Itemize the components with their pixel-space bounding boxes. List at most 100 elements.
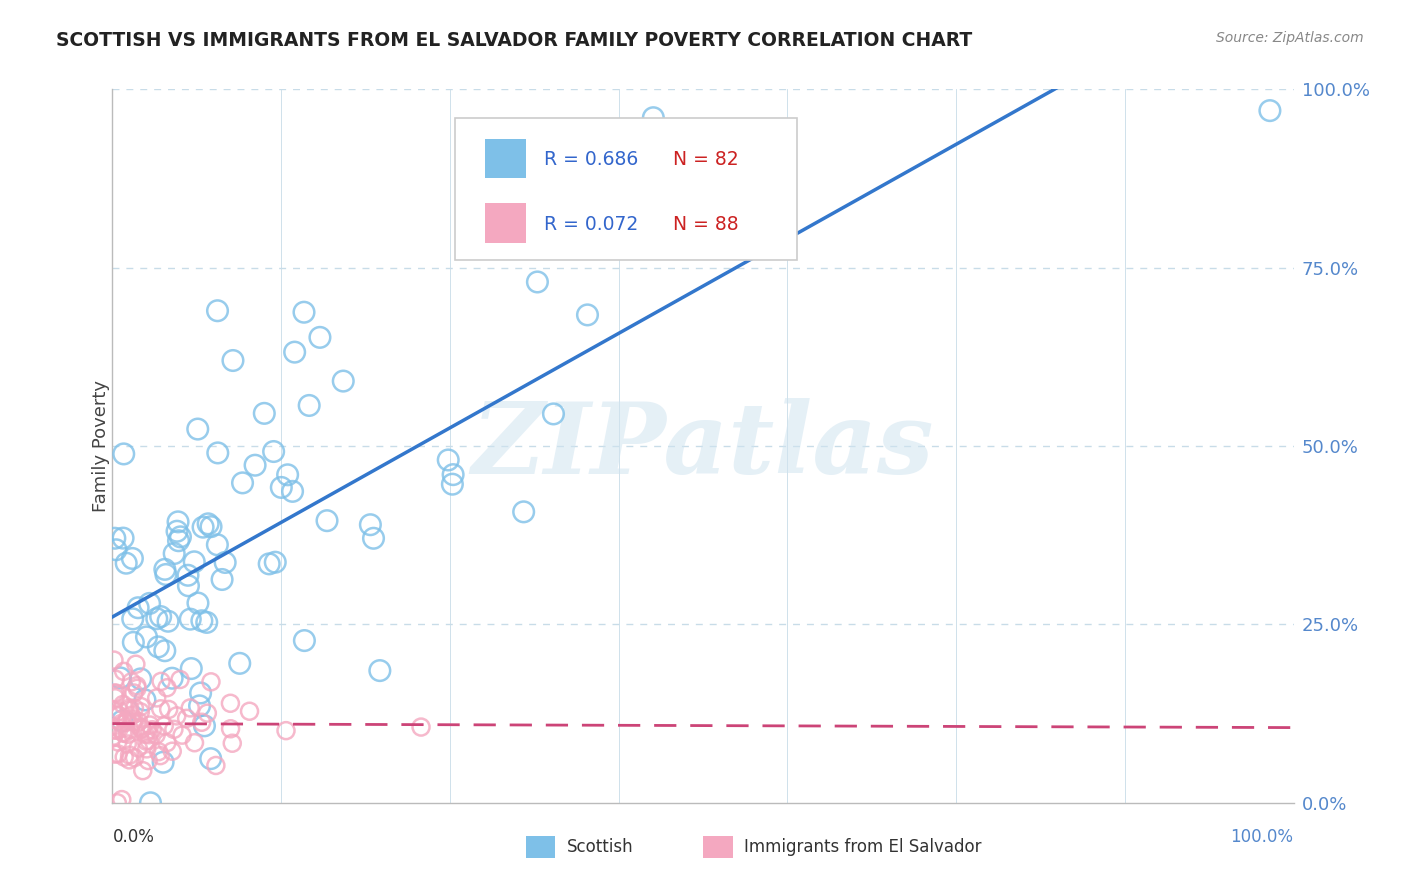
Point bbox=[543, 407, 565, 421]
Point bbox=[193, 719, 215, 733]
Point bbox=[118, 748, 141, 763]
Point bbox=[138, 733, 160, 747]
Point bbox=[111, 714, 134, 728]
Point bbox=[121, 551, 143, 566]
Point bbox=[132, 764, 155, 778]
Text: 100.0%: 100.0% bbox=[1230, 828, 1294, 846]
Point bbox=[183, 736, 205, 750]
Point bbox=[141, 723, 163, 737]
Point bbox=[115, 713, 138, 727]
Point bbox=[104, 672, 127, 686]
Point bbox=[153, 719, 176, 733]
Point bbox=[118, 723, 141, 737]
Point bbox=[441, 477, 464, 491]
Point bbox=[118, 701, 141, 715]
Point bbox=[125, 657, 148, 672]
Point bbox=[643, 111, 665, 125]
Point bbox=[229, 657, 252, 671]
Point bbox=[148, 640, 170, 654]
Point bbox=[112, 531, 135, 545]
Text: Scottish: Scottish bbox=[567, 838, 634, 856]
Point bbox=[177, 579, 200, 593]
Point bbox=[166, 709, 188, 723]
Bar bbox=[526, 836, 555, 858]
Point bbox=[112, 750, 135, 764]
Point bbox=[149, 609, 172, 624]
Point bbox=[118, 753, 141, 767]
Point bbox=[207, 303, 229, 318]
Point bbox=[188, 698, 211, 713]
Point bbox=[309, 330, 332, 344]
Point bbox=[359, 517, 381, 532]
Point bbox=[163, 547, 186, 561]
Point bbox=[274, 723, 297, 738]
Point bbox=[257, 557, 280, 571]
Text: 0.0%: 0.0% bbox=[112, 828, 155, 846]
Point bbox=[157, 702, 180, 716]
Point bbox=[195, 706, 218, 720]
Point bbox=[107, 735, 129, 749]
Text: N = 82: N = 82 bbox=[673, 150, 740, 169]
Point bbox=[131, 722, 153, 736]
Point bbox=[298, 399, 321, 413]
Point bbox=[281, 484, 304, 499]
Point bbox=[211, 573, 233, 587]
Point bbox=[277, 467, 299, 482]
Text: ZIPatlas: ZIPatlas bbox=[472, 398, 934, 494]
Point bbox=[104, 747, 127, 761]
Point bbox=[117, 737, 139, 751]
Point bbox=[190, 686, 212, 700]
Point bbox=[526, 275, 548, 289]
Point bbox=[138, 728, 160, 742]
Point bbox=[136, 723, 159, 738]
Point bbox=[105, 542, 128, 557]
Point bbox=[127, 600, 149, 615]
Point bbox=[112, 665, 135, 679]
Point bbox=[232, 475, 254, 490]
Point bbox=[104, 690, 127, 705]
Point bbox=[146, 612, 169, 626]
Point bbox=[107, 747, 129, 761]
Bar bbox=[703, 836, 733, 858]
Text: Source: ZipAtlas.com: Source: ZipAtlas.com bbox=[1216, 31, 1364, 45]
Point bbox=[200, 752, 222, 766]
Point bbox=[221, 736, 243, 750]
Point bbox=[187, 422, 209, 436]
Point bbox=[195, 615, 218, 630]
Point bbox=[128, 714, 150, 729]
Point bbox=[169, 673, 191, 687]
Point bbox=[135, 742, 157, 756]
Point bbox=[253, 406, 276, 420]
Point bbox=[152, 756, 174, 770]
Point bbox=[409, 720, 432, 734]
Point bbox=[191, 614, 214, 628]
Point bbox=[150, 674, 173, 689]
Point bbox=[148, 745, 170, 759]
Point bbox=[118, 703, 141, 717]
Point bbox=[332, 374, 354, 388]
Point bbox=[110, 716, 132, 731]
Text: Immigrants from El Salvador: Immigrants from El Salvador bbox=[744, 838, 981, 856]
Point bbox=[153, 644, 176, 658]
Point bbox=[108, 708, 131, 723]
Point bbox=[135, 630, 157, 644]
Point bbox=[139, 718, 162, 732]
Point bbox=[124, 750, 146, 764]
Point bbox=[136, 754, 159, 768]
Point bbox=[157, 614, 180, 628]
Point bbox=[172, 728, 194, 742]
Point bbox=[112, 698, 135, 712]
Point bbox=[121, 612, 143, 626]
Point bbox=[129, 699, 152, 714]
Point bbox=[122, 686, 145, 700]
Point bbox=[162, 744, 184, 758]
Point bbox=[112, 447, 135, 461]
Point bbox=[167, 515, 190, 529]
Point bbox=[222, 353, 245, 368]
Point bbox=[169, 530, 191, 544]
Point bbox=[139, 796, 162, 810]
FancyBboxPatch shape bbox=[456, 118, 797, 260]
Point bbox=[441, 467, 464, 482]
Point bbox=[129, 720, 152, 734]
Point bbox=[145, 728, 167, 742]
